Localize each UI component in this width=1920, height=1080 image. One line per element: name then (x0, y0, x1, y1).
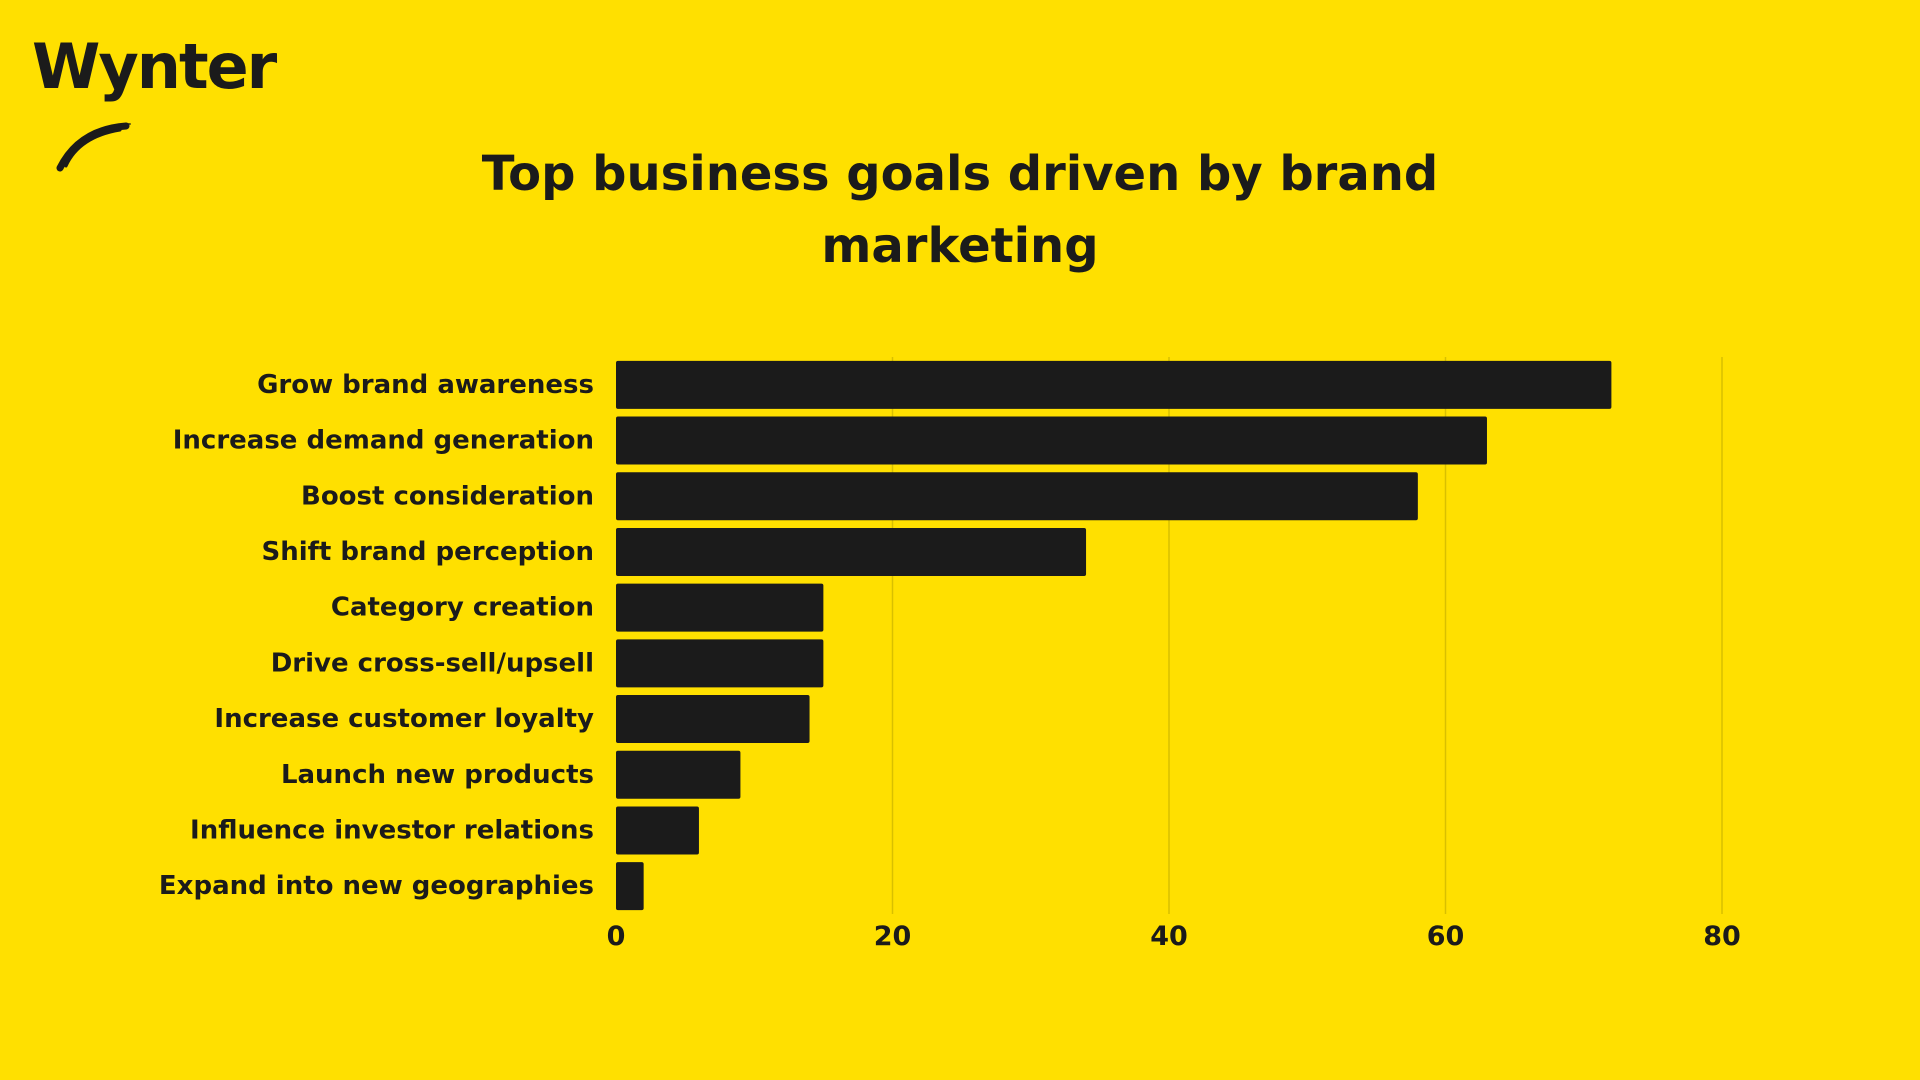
category-label: Shift brand perception (261, 537, 594, 567)
logo-wordmark: Wynter (32, 30, 277, 103)
x-tick-label: 60 (1427, 921, 1465, 952)
category-label: Grow brand awareness (257, 370, 594, 400)
bar (616, 583, 824, 632)
wynter-logo: Wynter (30, 28, 310, 172)
bar (616, 750, 741, 799)
category-label: Launch new products (281, 760, 594, 790)
bar (616, 527, 1087, 576)
chart-title: Top business goals driven by brand marke… (481, 146, 1439, 274)
category-label: Drive cross-sell/upsell (271, 648, 594, 678)
bar (616, 862, 644, 911)
category-label: Increase demand generation (173, 426, 594, 456)
bar (616, 806, 699, 855)
x-tick-label: 80 (1703, 921, 1741, 952)
brush-swoosh-icon (56, 122, 131, 172)
category-label: Increase customer loyalty (214, 704, 594, 734)
x-tick-label: 40 (1150, 921, 1188, 952)
category-label: Boost consideration (301, 481, 594, 511)
bar (616, 416, 1487, 465)
bar (616, 472, 1418, 521)
category-label: Expand into new geographies (159, 871, 594, 901)
bar (616, 695, 810, 744)
x-tick-label: 20 (874, 921, 912, 952)
bar (616, 360, 1612, 409)
category-label: Category creation (331, 593, 594, 623)
category-label: Influence investor relations (190, 815, 594, 845)
x-tick-label: 0 (607, 921, 626, 952)
bar (616, 639, 824, 688)
